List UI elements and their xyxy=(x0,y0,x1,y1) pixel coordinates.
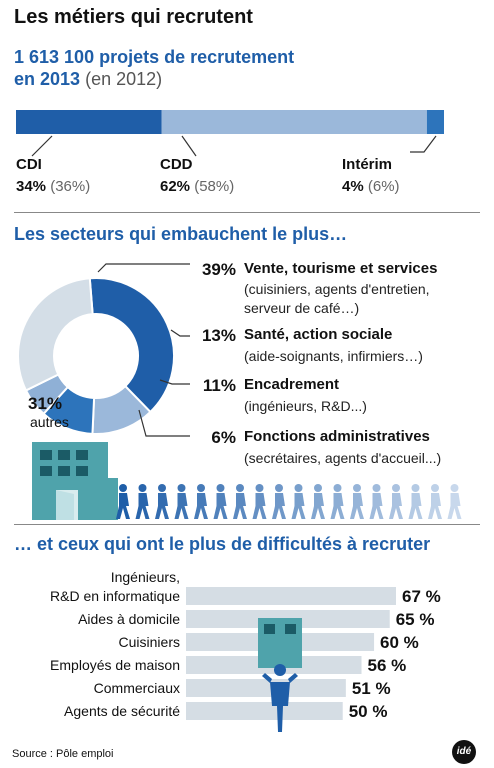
contract-split-chart xyxy=(16,110,444,157)
difficulty-bar-5 xyxy=(186,702,343,720)
interim-leader-line xyxy=(410,135,437,153)
cdi-leader-line xyxy=(31,135,53,157)
difficulty-value-3: 56 % xyxy=(368,656,407,675)
cdd-value: 62% (58%) xyxy=(160,178,234,195)
difficulty-bar-0 xyxy=(186,587,396,605)
sector-2-desc-1: (aide-soignants, infirmiers…) xyxy=(244,348,423,364)
source-note: Source : Pôle emploi xyxy=(12,748,114,760)
sectors-title: Les secteurs qui embauchent le plus… xyxy=(14,224,348,244)
donut-slice-0 xyxy=(88,277,175,414)
headline-main-2: en 2013 xyxy=(14,69,81,89)
sector-4-pct: 6% xyxy=(211,428,236,447)
sector-3-pct: 11% xyxy=(202,376,236,395)
walking-person-icon xyxy=(194,484,208,519)
headline-main-1: 1 613 100 projets de recrutement xyxy=(14,47,295,67)
divider-1 xyxy=(14,212,480,213)
cdd-leader-line xyxy=(181,135,197,157)
walking-person-icon xyxy=(350,484,364,519)
interim-label: Intérim xyxy=(342,156,393,173)
sector-4-name: Fonctions administratives xyxy=(244,428,430,445)
difficulty-value-4: 51 % xyxy=(352,679,391,698)
sectors-donut-chart xyxy=(17,263,190,437)
office-building-icon xyxy=(32,442,118,520)
difficulty-label-5: Agents de sécurité xyxy=(64,703,180,719)
others-label: autres xyxy=(30,414,69,430)
difficulty-value-1: 65 % xyxy=(396,610,435,629)
sector-2-pct: 13% xyxy=(201,326,236,345)
walking-person-icon xyxy=(213,484,228,519)
sector-3-desc-1: (ingénieurs, R&D...) xyxy=(244,398,367,414)
contract-bar-0 xyxy=(16,110,162,134)
difficulty-label-0: R&D en informatique xyxy=(50,588,180,604)
cdi-label: CDI xyxy=(16,156,42,173)
walking-person-icon xyxy=(116,484,130,519)
donut-slice-4 xyxy=(17,277,94,392)
building-people-illustration xyxy=(32,442,462,520)
headline: 1 613 100 projets de recrutement en 2013… xyxy=(14,46,434,90)
sector-1-name: Vente, tourisme et services xyxy=(244,260,438,277)
difficulty-label-2: Cuisiniers xyxy=(119,634,180,650)
interim-value: 4% (6%) xyxy=(342,178,400,195)
sector-1-pct: 39% xyxy=(201,260,236,279)
difficulty-label-0: Ingénieurs, xyxy=(111,569,180,585)
sector-2-name: Santé, action sociale xyxy=(244,326,393,343)
difficulty-label-3: Employés de maison xyxy=(50,657,180,673)
sector-leader-2 xyxy=(170,329,190,337)
walking-person-icon xyxy=(447,484,462,519)
sector-3-name: Encadrement xyxy=(244,376,340,393)
difficulty-bar-chart: 67 % Ingénieurs, R&D en informatique 65 % Ai… xyxy=(50,569,441,732)
difficulty-value-5: 50 % xyxy=(349,702,388,721)
ide-logo: idé xyxy=(452,740,476,764)
difficulty-label-4: Commerciaux xyxy=(94,680,180,696)
walking-person-icon xyxy=(174,484,189,519)
sector-leader-3 xyxy=(159,379,190,385)
walking-person-icon xyxy=(369,484,384,519)
contract-bar-2 xyxy=(426,110,444,134)
cdd-label: CDD xyxy=(160,156,193,173)
walking-person-icon xyxy=(408,484,423,519)
walking-person-icon xyxy=(330,484,345,519)
contract-bar-1 xyxy=(161,110,427,134)
sector-4-desc-1: (secrétaires, agents d'accueil...) xyxy=(244,450,442,466)
difficulty-label-1: Aides à domicile xyxy=(78,611,180,627)
interim-prev: (6%) xyxy=(367,178,400,195)
difficulty-value-0: 67 % xyxy=(402,587,441,606)
sector-leader-1 xyxy=(97,263,190,273)
cdi-prev: (36%) xyxy=(50,178,91,195)
headline-prev: (en 2012) xyxy=(85,69,163,89)
worker-figure-icon xyxy=(258,618,302,732)
walking-person-icon xyxy=(291,484,306,519)
difficulty-bar-4 xyxy=(186,679,346,697)
queue-people-icon xyxy=(116,484,462,519)
difficulty-value-2: 60 % xyxy=(380,633,419,652)
cdd-prev: (58%) xyxy=(194,178,235,195)
cdi-value: 34% (36%) xyxy=(16,178,90,195)
interim-value-text: 4% xyxy=(342,178,364,195)
walking-person-icon xyxy=(233,484,247,519)
sector-1-desc-1: (cuisiniers, agents d'entretien, xyxy=(244,281,430,297)
page-title: Les métiers qui recrutent xyxy=(14,6,253,28)
walking-person-icon xyxy=(252,484,267,519)
walking-person-icon xyxy=(272,484,286,519)
cdi-value-text: 34% xyxy=(16,178,47,195)
walking-person-icon xyxy=(135,484,150,519)
walking-person-icon xyxy=(428,484,442,519)
walking-person-icon xyxy=(389,484,403,519)
walking-person-icon xyxy=(311,484,325,519)
others-pct: 31% xyxy=(28,394,63,413)
walking-person-icon xyxy=(155,484,169,519)
divider-2 xyxy=(14,524,480,525)
cdd-value-text: 62% xyxy=(160,178,191,195)
difficulty-title: … et ceux qui ont le plus de difficultés… xyxy=(14,534,431,554)
sector-leader-4 xyxy=(138,409,190,437)
sector-1-desc-2: serveur de café…) xyxy=(244,300,360,316)
